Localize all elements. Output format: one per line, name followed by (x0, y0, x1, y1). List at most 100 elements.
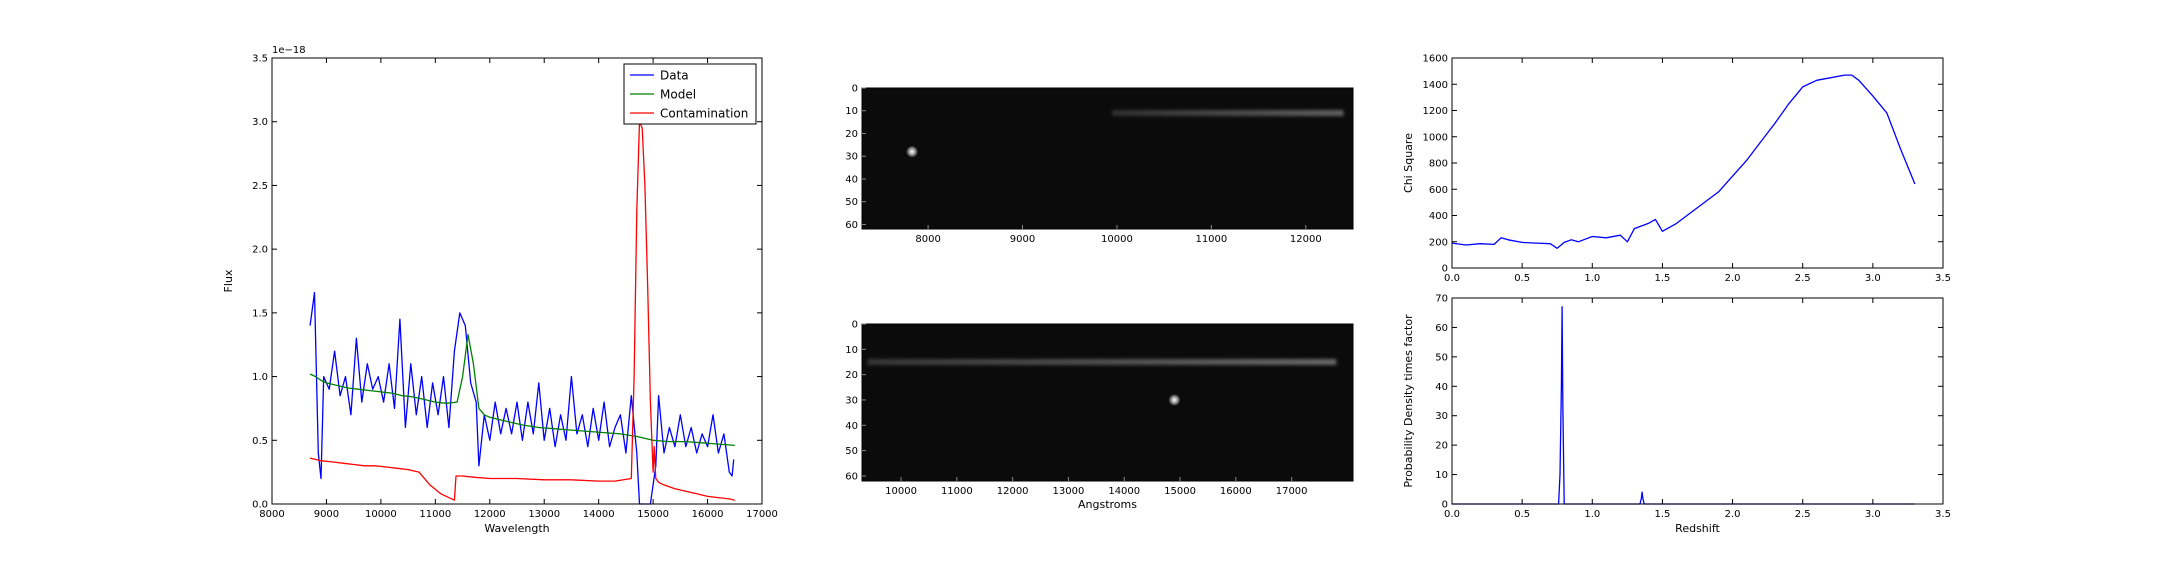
y-tick-label: 20 (1435, 441, 1448, 452)
y-axis-label: Probability Density times factor (1402, 314, 1415, 488)
y-tick-label: 50 (845, 197, 858, 208)
x-tick-label: 12000 (997, 486, 1029, 497)
x-tick-label: 2.0 (1725, 273, 1741, 284)
x-tick-label: 0.0 (1444, 509, 1460, 520)
y-tick-label: 50 (1435, 352, 1448, 363)
chart-1: 8000 9000 10000 11000 12000 0 10 20 30 40 50 60 (845, 84, 1354, 245)
x-axis-label: Redshift (1675, 522, 1720, 535)
y-tick-label: 400 (1429, 211, 1448, 222)
x-tick-label: 10000 (885, 486, 917, 497)
x-tick-label: 10000 (1101, 234, 1133, 245)
y-tick-label: 30 (845, 152, 858, 163)
x-tick-label: 14000 (583, 509, 615, 520)
y-tick-label: 10 (845, 106, 858, 117)
y-tick-label: 0.5 (252, 436, 268, 447)
x-tick-label: 3.0 (1865, 273, 1881, 284)
y-tick-label: 40 (845, 421, 858, 432)
x-tick-label: 3.5 (1935, 509, 1951, 520)
y-offset-text: 1e−18 (272, 45, 306, 56)
series-group (309, 121, 735, 505)
x-tick-label: 10000 (365, 509, 397, 520)
x-tick-label: 12000 (474, 509, 506, 520)
y-tick-label: 0 (852, 84, 858, 95)
y-tick-label: 2.5 (252, 181, 268, 192)
series-line-data (309, 291, 735, 505)
y-tick-label: 0.0 (252, 500, 268, 511)
x-tick-label: 3.5 (1935, 273, 1951, 284)
series-line-contamination (309, 121, 735, 501)
x-tick-label: 12000 (1290, 234, 1322, 245)
y-tick-label: 0 (852, 320, 858, 331)
x-tick-label: 17000 (746, 509, 778, 520)
x-tick-label: 9000 (1010, 234, 1035, 245)
legend: Data Model Contamination (623, 63, 757, 125)
x-tick-label: 2.0 (1725, 509, 1741, 520)
image-background (862, 324, 1353, 481)
y-tick-label: 200 (1429, 237, 1448, 248)
y-tick-label: 1600 (1423, 54, 1448, 65)
series-group (1451, 74, 1916, 249)
x-tick-label: 1.5 (1654, 273, 1670, 284)
x-tick-label: 15000 (637, 509, 669, 520)
y-tick-label: 3.0 (252, 117, 268, 128)
y-tick-label: 20 (845, 129, 858, 140)
y-tick-label: 1200 (1423, 106, 1448, 117)
image-frame (861, 87, 1354, 230)
x-tick-label: 3.0 (1865, 509, 1881, 520)
x-tick-label: 2.5 (1795, 273, 1811, 284)
chart-2: 10000 11000 12000 13000 14000 15000 16000 17000… (845, 320, 1354, 511)
series-line-0 (1451, 74, 1916, 249)
y-tick-label: 30 (1435, 411, 1448, 422)
y-tick-label: 2.0 (252, 245, 268, 256)
legend-label-data: Data (660, 69, 689, 83)
y-tick-label: 40 (1435, 382, 1448, 393)
legend-label-model: Model (660, 88, 696, 102)
y-tick-label: 60 (1435, 323, 1448, 334)
x-tick-label: 2.5 (1795, 509, 1811, 520)
plot-frame (1451, 57, 1944, 269)
x-tick-label: 13000 (528, 509, 560, 520)
chart-4: 0.0 0.5 1.0 1.5 2.0 2.5 3.0 3.5 0 10 20 30 40 50 60 70 R… (1402, 294, 1951, 536)
y-tick-label: 0 (1442, 264, 1448, 275)
x-tick-label: 0.5 (1514, 273, 1530, 284)
x-tick-label: 0.0 (1444, 273, 1460, 284)
y-tick-label: 30 (845, 395, 858, 406)
x-tick-label: 11000 (419, 509, 451, 520)
x-tick-label: 15000 (1164, 486, 1196, 497)
x-axis-label: Wavelength (484, 522, 549, 535)
x-axis-label: Angstroms (1078, 498, 1137, 511)
x-tick-label: 1.0 (1584, 509, 1600, 520)
chart-3: 0.0 0.5 1.0 1.5 2.0 2.5 3.0 3.5 0 200 400 600 800 100… (1402, 54, 1951, 285)
legend-label-contamination: Contamination (660, 107, 748, 121)
y-tick-label: 1.0 (252, 372, 268, 383)
y-tick-label: 20 (845, 370, 858, 381)
y-tick-label: 3.5 (252, 54, 268, 65)
spectral-trace (1112, 110, 1344, 117)
y-tick-label: 10 (1435, 470, 1448, 481)
x-tick-label: 1.0 (1584, 273, 1600, 284)
x-tick-label: 1.5 (1654, 509, 1670, 520)
image-frame (861, 323, 1354, 482)
chart-0: 8000 9000 10000 11000 12000 13000 14000 15000 16… (222, 45, 778, 535)
x-tick-label: 9000 (314, 509, 339, 520)
y-tick-label: 0 (1442, 500, 1448, 511)
figure-layer: 8000 9000 10000 11000 12000 13000 14000 15000 16… (222, 45, 1951, 535)
plot-frame (1451, 297, 1944, 505)
x-tick-label: 11000 (941, 486, 973, 497)
y-tick-label: 1400 (1423, 80, 1448, 91)
x-tick-label: 17000 (1276, 486, 1308, 497)
x-tick-label: 8000 (259, 509, 284, 520)
x-tick-label: 13000 (1053, 486, 1085, 497)
x-tick-label: 16000 (692, 509, 724, 520)
y-tick-label: 600 (1429, 185, 1448, 196)
y-axis-label: Chi Square (1402, 133, 1415, 193)
y-tick-label: 60 (845, 220, 858, 231)
point-source (906, 145, 919, 158)
series-line-model (309, 333, 735, 447)
y-tick-label: 70 (1435, 294, 1448, 305)
y-tick-label: 10 (845, 345, 858, 356)
y-tick-label: 50 (845, 446, 858, 457)
image-background (862, 88, 1353, 229)
y-tick-label: 1000 (1423, 132, 1448, 143)
